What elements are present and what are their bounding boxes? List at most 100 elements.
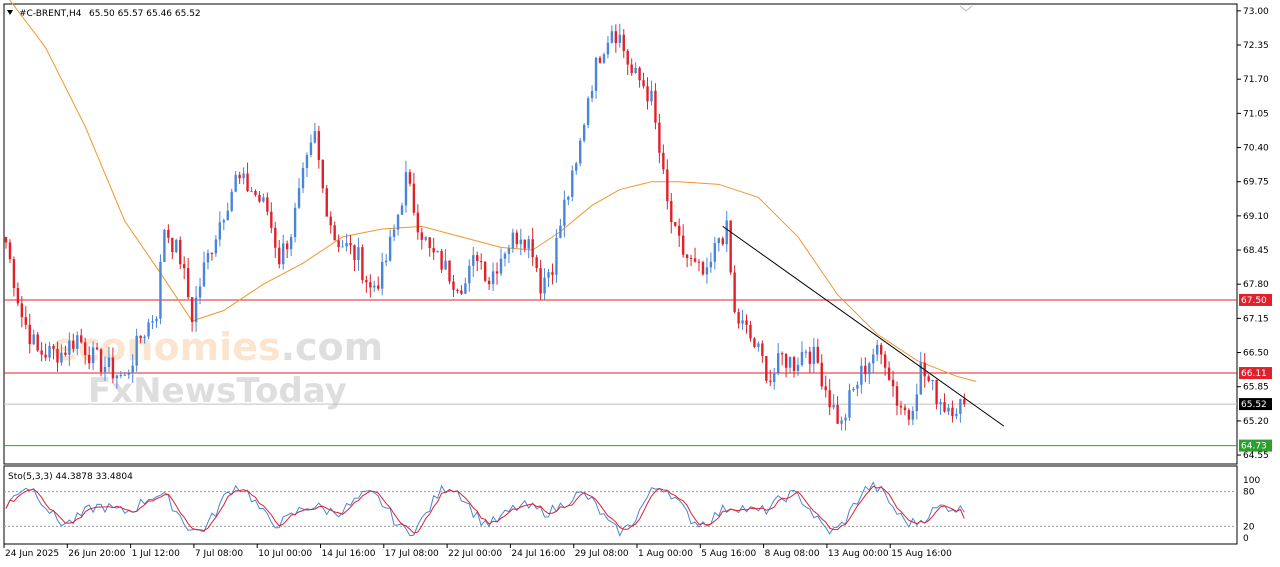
candle-bear [254,191,257,195]
candle-bull [143,336,146,339]
candle-bull [424,237,427,240]
candle-bear [337,240,340,248]
candle-bear [733,272,736,313]
price-tick-label: 65.85 [1243,383,1269,393]
candle-bull [491,271,495,285]
candle-bear [317,131,321,160]
candle-bull [68,340,71,355]
symbol-dropdown-icon[interactable] [7,10,13,15]
candle-bear [353,245,356,260]
stoch-d-line [5,485,965,534]
candle-bull [282,243,285,265]
candle-bull [959,399,962,414]
candle-bear [412,183,416,213]
candle-bear [448,260,451,282]
candle-bull [127,373,130,375]
candle-bull [357,247,360,260]
candle-bull [519,239,522,245]
candle-bull [226,210,229,221]
price-tick-label: 71.05 [1243,109,1269,119]
price-tick-label: 73.00 [1243,7,1269,17]
candle-bull [468,265,471,284]
candle-bull [381,262,384,289]
scroll-marker-icon[interactable] [959,5,973,12]
candle-bear [678,225,681,236]
candle-bear [828,390,831,408]
moving-average [9,0,977,382]
candle-bull [123,374,126,376]
candle-bear [816,346,819,363]
candle-bear [681,235,685,255]
trendline[interactable] [722,225,1005,427]
candle-bear [266,197,269,212]
candle-bear [879,344,883,355]
level-badge-level [1239,367,1272,380]
candle-bear [4,237,8,243]
candle-bear [377,285,380,289]
candle-bear [246,173,249,192]
candle-bull [345,243,348,247]
candle-bear [642,80,645,87]
candle-bear [20,303,24,318]
candle-bull [634,67,637,73]
candle-bull [650,90,653,102]
osc-tick-label: 20 [1243,522,1255,532]
candle-bull [555,237,558,275]
time-tick-label: 1 Aug 00:00 [638,549,693,559]
candle-bull [289,237,293,250]
candle-bull [103,367,107,373]
level-badge-label: 66.11 [1241,369,1267,379]
candle-bear [408,172,412,184]
candle-bull [575,163,578,171]
symbol-label: #C-BRENT,H4 [19,9,82,19]
candle-bear [95,347,99,350]
ohlc-readout: 65.50 65.57 65.46 65.52 [89,9,201,19]
candle-bear [836,404,839,424]
candle-bear [487,280,491,285]
candle-bull [194,297,198,322]
candle-bear [432,247,435,253]
candle-bear [531,239,534,258]
candle-bull [860,365,863,385]
candle-bull [955,413,958,417]
price-axis[interactable]: 73.00 72.35 71.70 71.05 70.40 69.75 69.10 68.45… [1237,7,1269,461]
candle-bull [571,170,574,197]
candle-bull [198,286,202,298]
time-tick-label: 24 Jun 2025 [5,549,59,559]
candle-bull [876,344,879,355]
candle-bear [539,268,542,294]
price-tick-label: 67.80 [1243,280,1269,290]
price-tick-label: 68.45 [1243,246,1269,256]
candle-bull [499,258,503,274]
time-tick-label: 5 Aug 16:00 [701,549,756,559]
candle-bear [179,239,182,265]
candle-bull [840,420,843,424]
candle-bull [915,394,918,412]
candle-bull [618,34,621,43]
candle-bull [586,98,590,125]
candle-bull [741,320,744,324]
candle-bear [190,297,194,322]
candle-bull [567,196,570,200]
candle-bull [163,229,166,262]
candle-bull [582,124,586,141]
candle-bear [460,290,463,294]
candle-bull [444,260,447,270]
candle-bear [369,282,372,288]
candle-bear [171,237,174,253]
candle-bear [278,247,281,265]
candle-bear [167,229,170,238]
time-tick-label: 29 Jul 08:00 [575,549,629,559]
stochastic-oscillator [4,481,1237,537]
candle-bull [202,262,206,287]
candle-bear [87,354,91,364]
candle-bear [270,211,273,228]
candle-bear [753,338,756,347]
time-tick-label: 10 Jul 00:00 [258,549,312,559]
candle-bull [590,90,594,99]
candle-bull [559,225,562,238]
candle-bear [792,357,796,371]
time-axis[interactable]: 24 Jun 2025 26 Jun 20:00 1 Jul 12:00 7 Jul … [3,544,952,559]
candle-bull [250,191,253,193]
